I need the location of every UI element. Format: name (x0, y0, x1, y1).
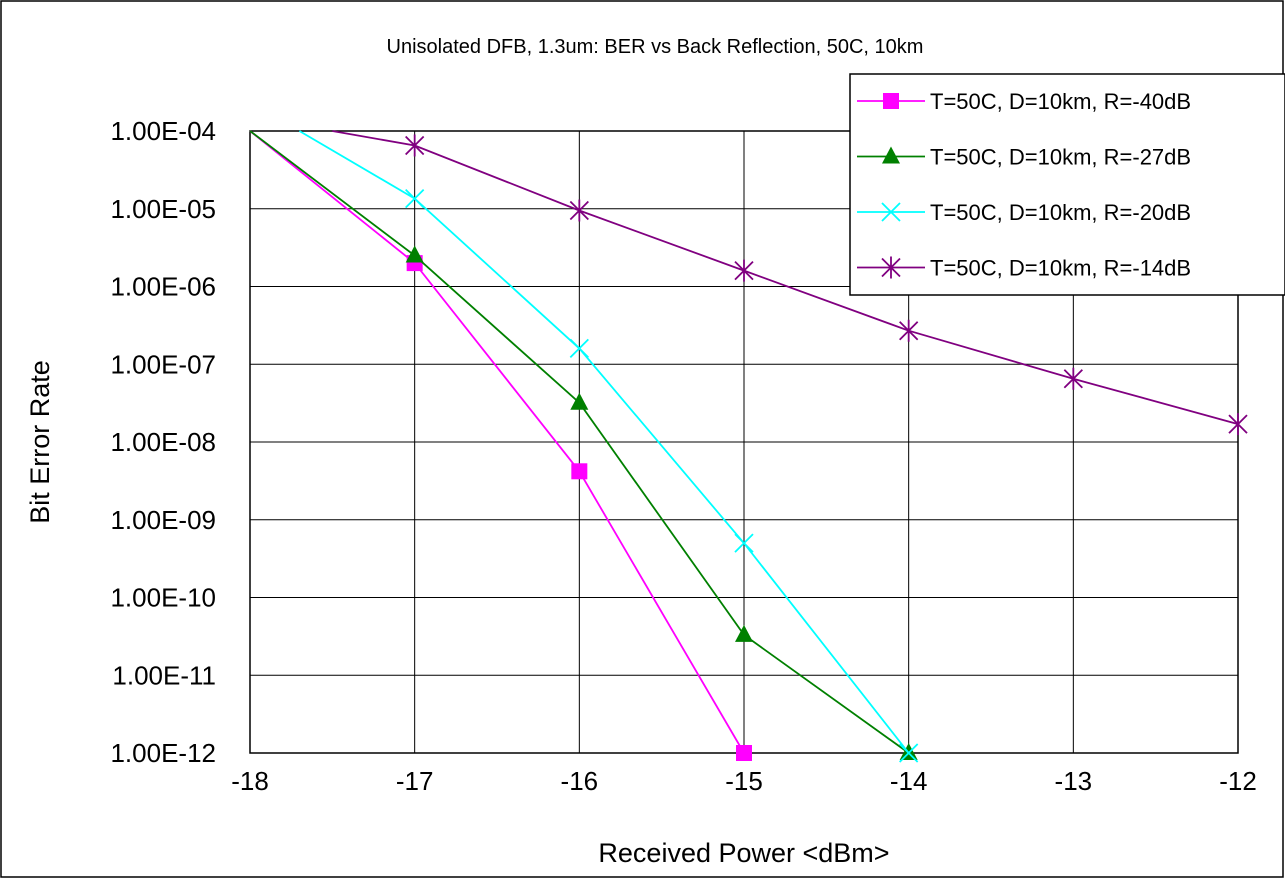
legend-item: T=50C, D=10km, R=-27dB (857, 145, 1191, 170)
data-point (571, 463, 588, 480)
data-point (736, 745, 752, 761)
data-point (405, 188, 425, 209)
y-tick-label: 1.00E-09 (110, 505, 216, 535)
y-tick-label: 1.00E-04 (110, 116, 216, 146)
data-point (881, 202, 901, 222)
x-axis-label: Received Power <dBm> (598, 838, 889, 868)
series-layer (249, 130, 1248, 763)
data-point (882, 146, 900, 164)
data-point (405, 134, 425, 157)
y-tick-label: 1.00E-12 (110, 738, 216, 768)
y-tick-label: 1.00E-06 (110, 272, 216, 302)
data-point (735, 624, 753, 642)
series-4 (332, 130, 1248, 436)
y-tick-label: 1.00E-10 (110, 583, 216, 613)
series-line (249, 130, 745, 754)
data-point (883, 93, 899, 109)
data-point (1228, 413, 1248, 436)
data-point (734, 533, 754, 553)
legend-item: T=50C, D=10km, R=-20dB (857, 200, 1191, 225)
data-point (569, 199, 589, 222)
y-tick-label: 1.00E-08 (110, 427, 216, 457)
x-tick-label: -16 (561, 766, 599, 796)
data-point (569, 338, 589, 359)
data-point (734, 259, 754, 282)
x-tick-label: -15 (725, 766, 763, 796)
data-point (899, 319, 919, 342)
y-tick-label: 1.00E-07 (110, 349, 216, 379)
data-point (899, 743, 919, 763)
tick-labels: -18 -17 -16 -15 -14 -13 -12 1.00E-04 1.00E-05 1.0… (110, 116, 1256, 796)
y-tick-label: 1.00E-05 (110, 194, 216, 224)
legend-label: T=50C, D=10km, R=-27dB (930, 145, 1191, 170)
x-tick-label: -13 (1055, 766, 1093, 796)
data-point (1063, 367, 1083, 390)
legend-item: T=50C, D=10km, R=-14dB (857, 256, 1191, 281)
legend-label: T=50C, D=10km, R=-40dB (930, 89, 1191, 114)
legend-box (849, 73, 1285, 296)
x-tick-label: -18 (231, 766, 269, 796)
y-tick-label: 1.00E-11 (112, 660, 216, 690)
y-axis-label: Bit Error Rate (25, 360, 55, 524)
chart-title: Unisolated DFB, 1.3um: BER vs Back Refle… (387, 36, 924, 58)
legend: T=50C, D=10km, R=-40dB T=50C, D=10km, R=-… (849, 73, 1285, 296)
x-tick-label: -12 (1219, 766, 1257, 796)
x-tick-label: -17 (396, 766, 434, 796)
x-tick-label: -14 (890, 766, 928, 796)
legend-item: T=50C, D=10km, R=-40dB (857, 89, 1191, 114)
series-3 (298, 130, 919, 763)
data-point (570, 392, 589, 410)
legend-label: T=50C, D=10km, R=-20dB (930, 200, 1191, 225)
legend-label: T=50C, D=10km, R=-14dB (930, 256, 1191, 281)
data-point (881, 256, 901, 279)
data-point (405, 245, 424, 263)
series-2 (249, 130, 918, 760)
